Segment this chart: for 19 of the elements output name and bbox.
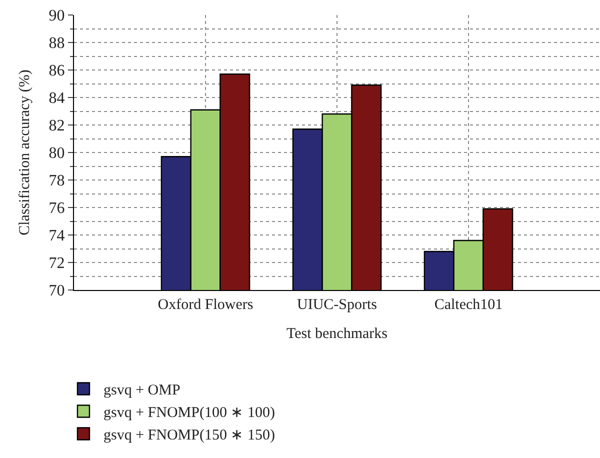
y-axis-title: Classification accuracy (%) bbox=[17, 70, 34, 236]
x-tick-label: Oxford Flowers bbox=[158, 297, 254, 313]
y-tick-label: 86 bbox=[48, 62, 65, 80]
y-tick-label: 82 bbox=[48, 118, 65, 135]
y-tick-label: 80 bbox=[48, 145, 65, 162]
y-tick-label: 70 bbox=[48, 282, 65, 300]
y-tick-label: 84 bbox=[48, 90, 65, 108]
y-tick-label: 74 bbox=[48, 228, 65, 245]
legend-label: gsvq + FNOMP(100 ∗ 100) bbox=[103, 405, 275, 422]
y-tick-label: 76 bbox=[48, 200, 65, 218]
y-tick-label: 88 bbox=[48, 35, 65, 52]
x-tick-label: Caltech101 bbox=[434, 297, 503, 313]
y-tick-label: 72 bbox=[48, 255, 65, 272]
legend-label: gsvq + OMP bbox=[103, 382, 180, 399]
x-tick-label: UIUC-Sports bbox=[296, 297, 378, 313]
x-axis-title: Test benchmarks bbox=[286, 326, 388, 342]
y-tick-label: 90 bbox=[48, 8, 65, 25]
y-tick-label: 78 bbox=[48, 172, 65, 190]
legend-label: gsvq + FNOMP(150 ∗ 150) bbox=[103, 428, 275, 444]
